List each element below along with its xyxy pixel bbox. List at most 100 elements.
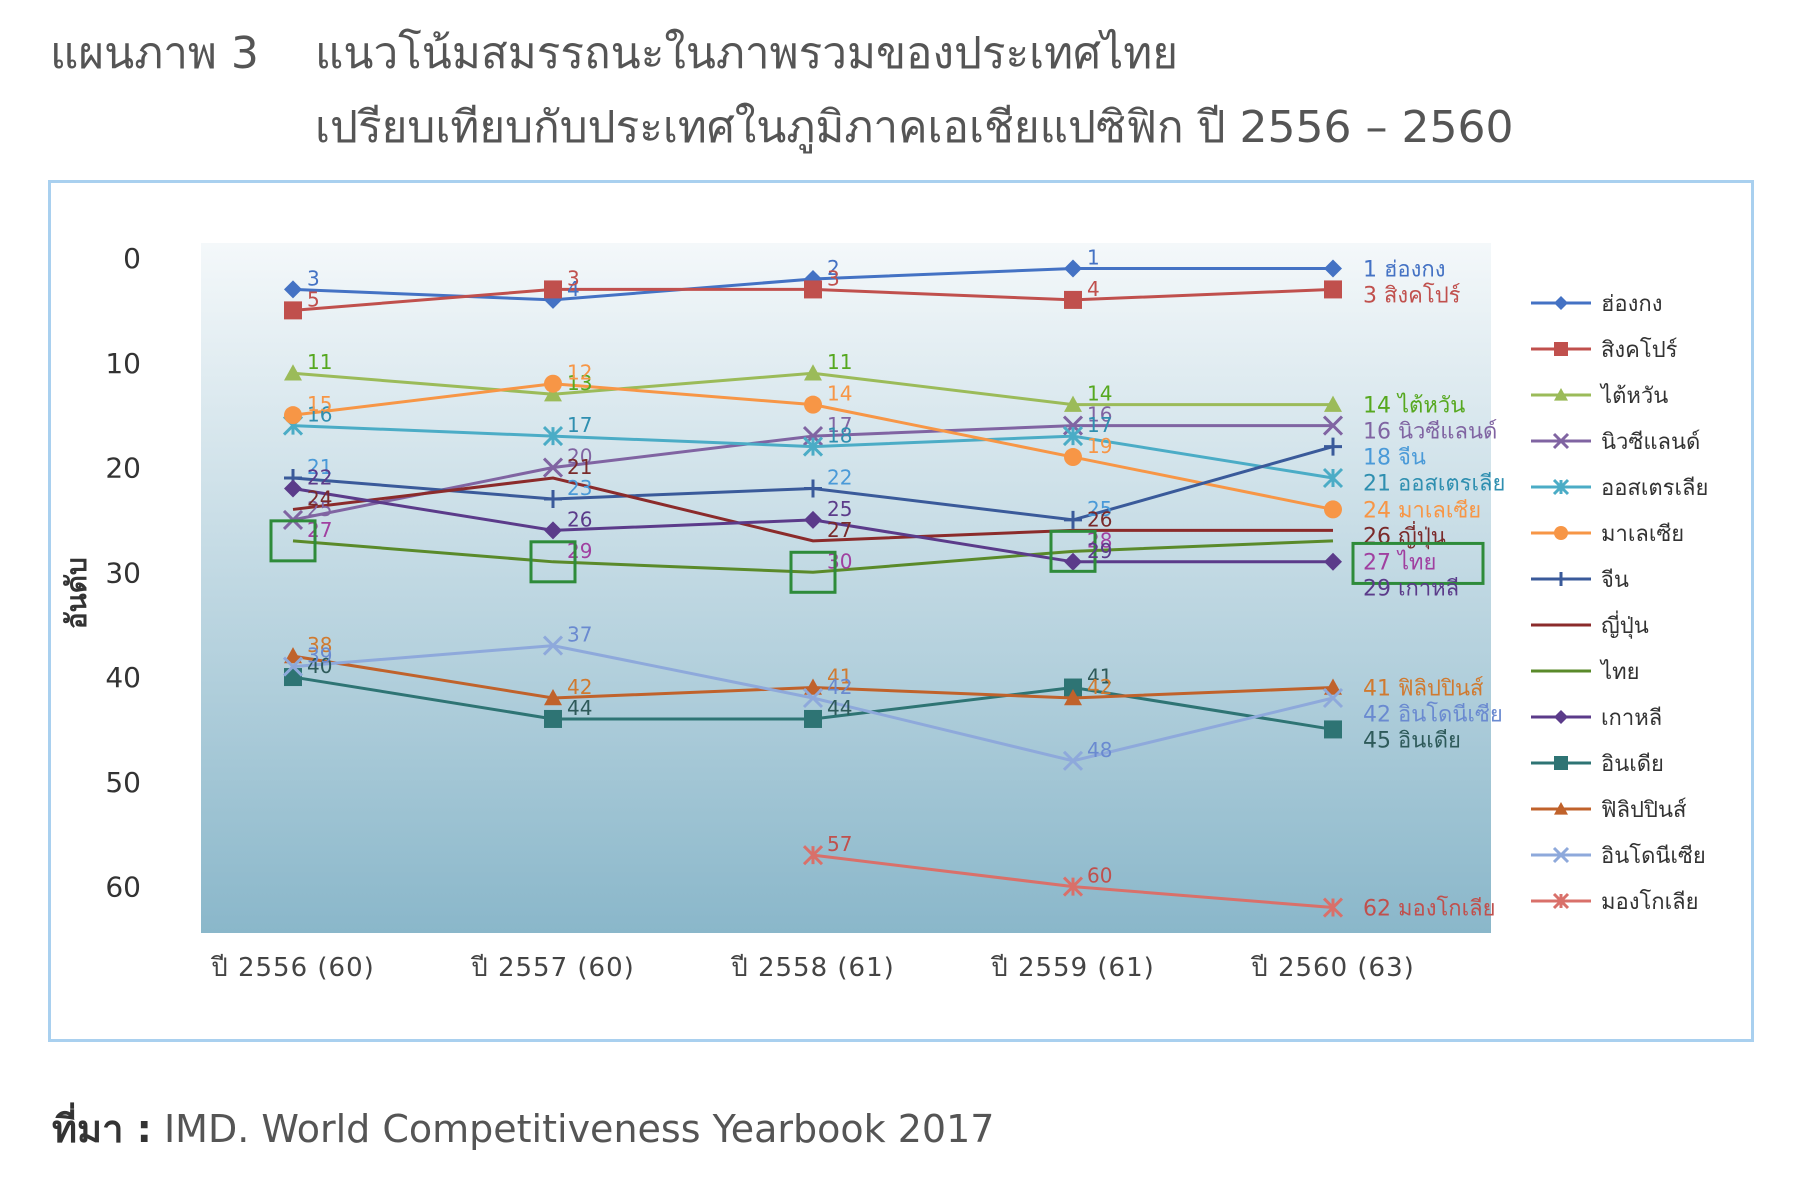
data-point [804,510,822,529]
legend-entry: ไทย [1599,659,1639,685]
data-point [804,678,822,695]
data-point [1324,500,1342,519]
data-point [1064,678,1082,697]
figure-number: แผนภาพ 3 [50,28,259,79]
data-point [1064,510,1082,529]
end-label: 3 สิงคโปร์ [1363,282,1461,308]
data-point [1324,678,1342,695]
y-axis-label: อันดับ [60,557,93,629]
data-point [1064,689,1082,706]
end-label: 18 จีน [1363,446,1426,471]
legend-entry: ญี่ปุ่น [1601,610,1649,639]
data-point [1554,526,1568,540]
y-tick-label: 20 [105,452,141,485]
end-label: 27 ไทย [1363,549,1436,575]
y-tick-label: 60 [105,871,141,904]
data-label: 1 [1087,245,1100,269]
data-label: 25 [827,497,852,521]
legend-entry: นิวซีแลนด์ [1601,430,1700,455]
series-line [292,476,1333,543]
y-tick-label: 0 [123,242,141,275]
data-point [544,374,562,393]
data-label: 38 [307,633,332,657]
data-point [544,689,562,706]
data-point [542,635,564,656]
data-point [284,280,302,299]
data-label: 13 [567,371,592,395]
x-tick-label: ปี 2556 (60) [210,953,375,983]
highlight-box [529,540,577,584]
data-point [804,709,822,728]
data-point [284,668,302,687]
data-label: 14 [1087,382,1112,406]
legend-entry: อินเดีย [1601,752,1664,777]
end-label: 24 มาเลเซีย [1363,498,1481,523]
data-label: 14 [827,382,852,406]
source-label: ที่มา : [52,1107,152,1151]
end-label: 1 ฮ่องกง [1363,257,1445,282]
data-point [804,479,822,498]
data-label: 25 [307,497,332,521]
series-line [292,539,1334,574]
data-point [1554,388,1568,401]
end-label: 62 มองโกเลีย [1363,896,1495,922]
data-point [1324,395,1342,412]
data-point [284,364,302,381]
data-label: 17 [827,413,852,437]
data-point [804,269,822,288]
data-point [1554,572,1568,586]
x-tick-label: ปี 2558 (61) [730,953,895,983]
data-point [1322,897,1344,918]
x-tick-label: ปี 2560 (63) [1250,953,1415,983]
data-point [1324,280,1342,299]
data-label: 40 [307,654,332,678]
source-note: ที่มา : IMD. World Competitiveness Yearb… [52,1098,994,1159]
data-point [1324,259,1342,278]
highlight-box [269,519,317,563]
data-label: 48 [1087,738,1112,762]
data-label: 18 [827,424,852,448]
y-tick-label: 10 [105,347,141,380]
legend-entry: เกาหลี [1601,706,1662,731]
legend-entry: ฮ่องกง [1601,292,1662,317]
data-point [284,647,302,664]
data-point [802,436,824,457]
data-point [1322,687,1344,709]
end-label: 29 เกาหลี [1363,576,1459,601]
data-label: 4 [1087,277,1100,301]
data-label: 27 [827,518,852,542]
line-chart: อันดับ 0 10 20 30 40 50 60 ปี 2556 (60) ปี 2557 (… [60,242,1708,983]
data-point [804,364,822,381]
data-label: 20 [567,445,592,469]
data-label: 5 [307,287,320,311]
data-label: 16 [1087,403,1112,427]
data-point [1322,415,1344,436]
data-point [544,290,562,309]
data-point [1554,802,1568,815]
data-label: 3 [827,266,840,290]
data-point [1554,710,1568,724]
y-tick-label: 50 [105,766,141,799]
data-label: 11 [307,350,332,374]
data-point [1324,437,1342,456]
data-point [284,479,302,498]
end-label: 45 อินเดีย [1363,729,1461,754]
data-label: 37 [567,623,592,647]
data-label: 17 [567,413,592,437]
data-point [1552,478,1570,496]
data-point [1064,552,1082,571]
end-label: 14 ไต้หวัน [1363,393,1465,419]
data-label: 42 [1087,675,1112,699]
end-label: 21 ออสเตรเลีย [1363,472,1505,497]
legend-entry: สิงคโปร์ [1601,337,1678,363]
data-label: 2 [827,256,840,280]
data-point [544,521,562,540]
data-label: 26 [567,507,592,531]
data-point [544,489,562,508]
data-point [284,406,302,425]
data-label: 57 [827,832,852,856]
data-label: 21 [567,455,592,479]
end-label: 41 ฟิลิปปินส์ [1363,677,1484,702]
data-point [1062,750,1084,771]
chart-frame: อันดับ 0 10 20 30 40 50 60 ปี 2556 (60) ปี 2557 (… [48,180,1754,1042]
